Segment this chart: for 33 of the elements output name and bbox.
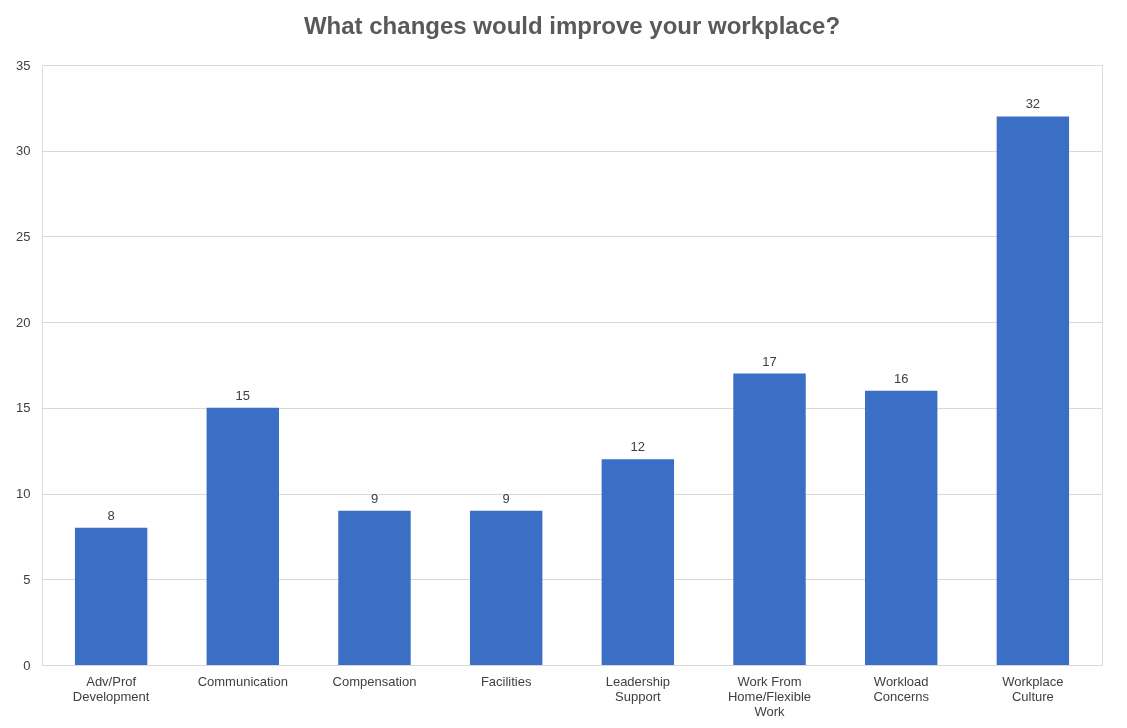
x-tick-label: Work From Home/Flexible Work (727, 673, 812, 719)
bar (733, 373, 806, 665)
x-tick-label: Workplace Culture (1002, 673, 1064, 704)
x-tick-label: Workload Concerns (873, 673, 930, 704)
x-tick-label: Communication (197, 673, 288, 689)
y-tick-label: 15 (16, 400, 31, 416)
data-label: 15 (235, 387, 251, 403)
y-tick-label: 0 (23, 657, 31, 673)
x-tick-label: Leadership Support (605, 673, 670, 704)
y-tick-label: 25 (16, 228, 31, 244)
y-tick-label: 30 (16, 143, 31, 159)
data-label: 9 (370, 490, 379, 506)
data-label: 9 (502, 490, 510, 506)
bar (996, 116, 1070, 665)
x-tick-label: Adv/Prof Development (72, 673, 150, 704)
data-label: 32 (1025, 96, 1041, 112)
bar (601, 459, 675, 665)
y-tick-label: 10 (16, 486, 31, 502)
y-tick-label: 20 (16, 314, 31, 330)
data-label: 12 (630, 439, 646, 455)
bar (469, 510, 543, 665)
y-tick-label: 35 (16, 57, 31, 73)
bar (74, 527, 148, 665)
data-label: 17 (762, 353, 777, 369)
data-label: 8 (107, 507, 115, 523)
bar (864, 390, 938, 665)
x-tick-label: Compensation (332, 673, 417, 689)
data-label: 16 (893, 370, 909, 386)
x-tick-label: Facilities (480, 673, 532, 689)
bar (338, 510, 411, 665)
bar (206, 407, 280, 665)
chart-title: What changes would improve your workplace? (303, 12, 841, 39)
y-tick-label: 5 (23, 571, 31, 587)
